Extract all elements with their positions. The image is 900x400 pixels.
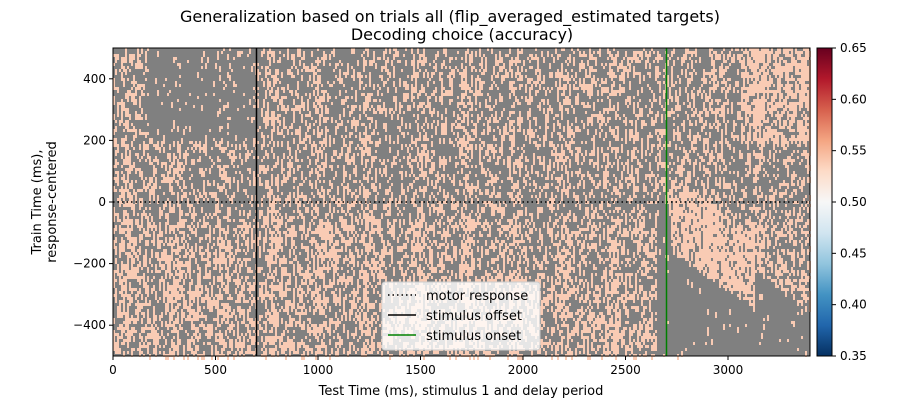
x-axis-label: Test Time (ms), stimulus 1 and delay per… <box>318 384 604 399</box>
y-tick-label: −200 <box>73 257 106 271</box>
y-axis-label: Train Time (ms), response-centered <box>30 141 60 263</box>
significant-cells <box>113 48 811 360</box>
legend-label-2: stimulus onset <box>426 329 521 344</box>
y-axis-label-line-2: response-centered <box>45 141 60 263</box>
reference-lines <box>113 48 810 356</box>
x-tick-label: 3000 <box>713 363 744 377</box>
colorbar-ticks: 0.65 0.60 0.55 0.50 0.45 0.40 0.35 <box>832 41 867 363</box>
y-tick-label: 400 <box>83 72 106 86</box>
x-tick-label: 500 <box>204 363 227 377</box>
y-tick-label: 0 <box>98 195 106 209</box>
legend-box <box>381 281 541 351</box>
x-tick-label: 2500 <box>610 363 641 377</box>
legend-label-1: stimulus offset <box>426 309 522 324</box>
x-tick-label: 1000 <box>303 363 334 377</box>
colorbar-tick-label: 0.50 <box>840 195 867 209</box>
heatmap-cells <box>113 48 811 360</box>
x-tick-label: 1500 <box>405 363 436 377</box>
y-tick-label: 200 <box>83 133 106 147</box>
y-axis: 400 200 0 −200 −400 <box>73 72 113 332</box>
y-axis-label-line-1: Train Time (ms), <box>30 150 45 256</box>
colorbar-tick-label: 0.65 <box>840 41 867 55</box>
x-tick-label: 0 <box>109 363 117 377</box>
colorbar-tick-label: 0.60 <box>840 92 867 106</box>
chart-title: Generalization based on trials all (flip… <box>180 7 720 27</box>
x-tick-label: 2000 <box>508 363 539 377</box>
y-tick-label: −400 <box>73 318 106 332</box>
colorbar-gradient <box>816 47 833 357</box>
colorbar-tick-label: 0.35 <box>840 349 867 363</box>
colorbar-tick-label: 0.40 <box>840 298 867 312</box>
x-axis: 0 500 1000 1500 2000 2500 3000 <box>109 356 743 377</box>
legend: motor response stimulus offset stimulus on… <box>381 281 541 351</box>
chart-subtitle: Decoding choice (accuracy) <box>351 25 573 44</box>
colorbar-tick-label: 0.45 <box>840 246 867 260</box>
colorbar-tick-label: 0.55 <box>840 144 867 158</box>
legend-label-0: motor response <box>426 289 528 304</box>
colorbar: 0.65 0.60 0.55 0.50 0.45 0.40 0.35 <box>816 41 867 363</box>
